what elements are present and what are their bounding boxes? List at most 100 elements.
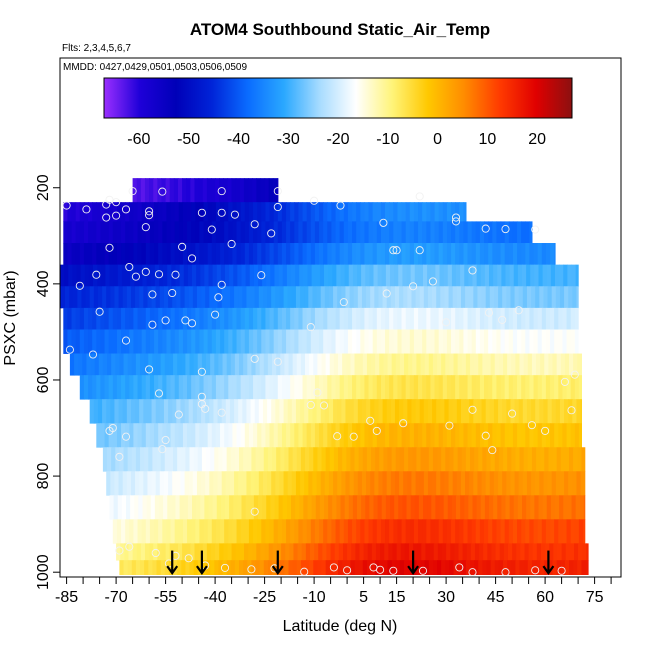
heatmap-cell (180, 286, 186, 309)
heatmap-cell (275, 286, 281, 309)
heatmap-cell (451, 307, 456, 330)
heatmap-cell (562, 423, 568, 448)
heatmap-cell (354, 353, 360, 376)
heatmap-cell (218, 560, 224, 575)
x-tick-label: -70 (105, 589, 128, 606)
heatmap-cell (155, 471, 161, 496)
heatmap-cell (517, 221, 522, 244)
heatmap-cell (510, 286, 516, 309)
heatmap-cell (227, 543, 233, 561)
heatmap-cell (158, 329, 163, 354)
heatmap-cell (576, 286, 579, 309)
heatmap-cell (463, 375, 469, 400)
heatmap-cell (77, 286, 83, 309)
heatmap-cell (243, 353, 248, 376)
heatmap-cell (239, 178, 245, 203)
heatmap-cell (63, 307, 69, 330)
heatmap-cell (191, 202, 196, 222)
x-tick-label: 75 (586, 589, 604, 606)
heatmap-cell (514, 471, 520, 496)
heatmap-cell (368, 221, 374, 244)
heatmap-cell (580, 471, 586, 496)
heatmap-cell (541, 375, 547, 400)
heatmap-cell (246, 471, 252, 496)
heatmap-cell (203, 329, 209, 354)
heatmap-cell (186, 543, 191, 561)
heatmap-cell (300, 399, 305, 424)
heatmap-cell (116, 307, 122, 330)
heatmap-cell (564, 399, 569, 424)
observation-point (174, 410, 183, 419)
heatmap-cell (382, 399, 388, 424)
heatmap-cell (515, 447, 521, 472)
heatmap-cell (86, 353, 92, 376)
heatmap-cell (525, 519, 531, 544)
heatmap-cell (339, 202, 345, 222)
heatmap-cell (397, 329, 403, 354)
heatmap-cell (432, 471, 437, 496)
heatmap-cell (446, 375, 452, 400)
heatmap-cell (229, 471, 235, 496)
heatmap-cell (432, 399, 437, 424)
heatmap-cell (355, 543, 361, 561)
heatmap-cell (386, 471, 392, 496)
heatmap-cell (446, 543, 451, 561)
heatmap-cell (531, 286, 536, 309)
heatmap-cell (302, 519, 308, 544)
observation-point (102, 213, 111, 222)
heatmap-cell (357, 399, 363, 424)
heatmap-cell (554, 423, 559, 448)
heatmap-cell (357, 495, 362, 520)
heatmap-cell (509, 495, 515, 520)
heatmap-cell (464, 495, 469, 520)
heatmap-cell (215, 423, 221, 448)
heatmap-cell (145, 329, 151, 354)
heatmap-cell (116, 221, 122, 244)
heatmap-cell (281, 543, 286, 561)
heatmap-cell (177, 560, 182, 575)
heatmap-cell (177, 447, 182, 472)
heatmap-cell (335, 202, 341, 222)
heatmap-cell (253, 423, 258, 448)
heatmap-cell (159, 399, 165, 424)
observation-point (366, 416, 375, 425)
heatmap-cell (138, 264, 144, 287)
heatmap-cell (319, 423, 324, 448)
heatmap-cell (489, 471, 495, 496)
heatmap-cell (464, 264, 469, 287)
heatmap-cell (272, 543, 278, 561)
heatmap-cell (258, 471, 264, 496)
heatmap-cell (240, 307, 246, 330)
heatmap-cell (162, 202, 168, 222)
heatmap-cell (504, 519, 510, 544)
heatmap-cell (457, 560, 463, 575)
heatmap-cell (507, 543, 513, 561)
heatmap-cell (353, 399, 359, 424)
heatmap-cell (380, 519, 386, 544)
heatmap-cell (569, 543, 575, 561)
heatmap-cell (488, 519, 493, 544)
heatmap-cell (571, 495, 577, 520)
heatmap-cell (255, 353, 261, 376)
heatmap-cell (302, 221, 308, 244)
heatmap-cell (347, 307, 353, 330)
heatmap-cell (182, 519, 188, 544)
heatmap-cell (92, 202, 97, 222)
heatmap-cell (250, 399, 256, 424)
heatmap-cell (333, 471, 338, 496)
heatmap-cell (163, 495, 168, 520)
heatmap-cell (503, 560, 508, 575)
heatmap-cell (141, 519, 147, 544)
heatmap-cell (496, 519, 502, 544)
heatmap-cell (252, 178, 257, 203)
heatmap-cell (330, 543, 336, 561)
observation-point (65, 345, 74, 354)
heatmap-cell (380, 543, 385, 561)
heatmap-cell (493, 264, 498, 287)
heatmap-cell (201, 447, 207, 472)
heatmap-cell (154, 423, 159, 448)
heatmap-cell (378, 286, 384, 309)
observation-point (145, 207, 154, 216)
heatmap-cell (292, 447, 298, 472)
heatmap-cell (327, 243, 333, 266)
